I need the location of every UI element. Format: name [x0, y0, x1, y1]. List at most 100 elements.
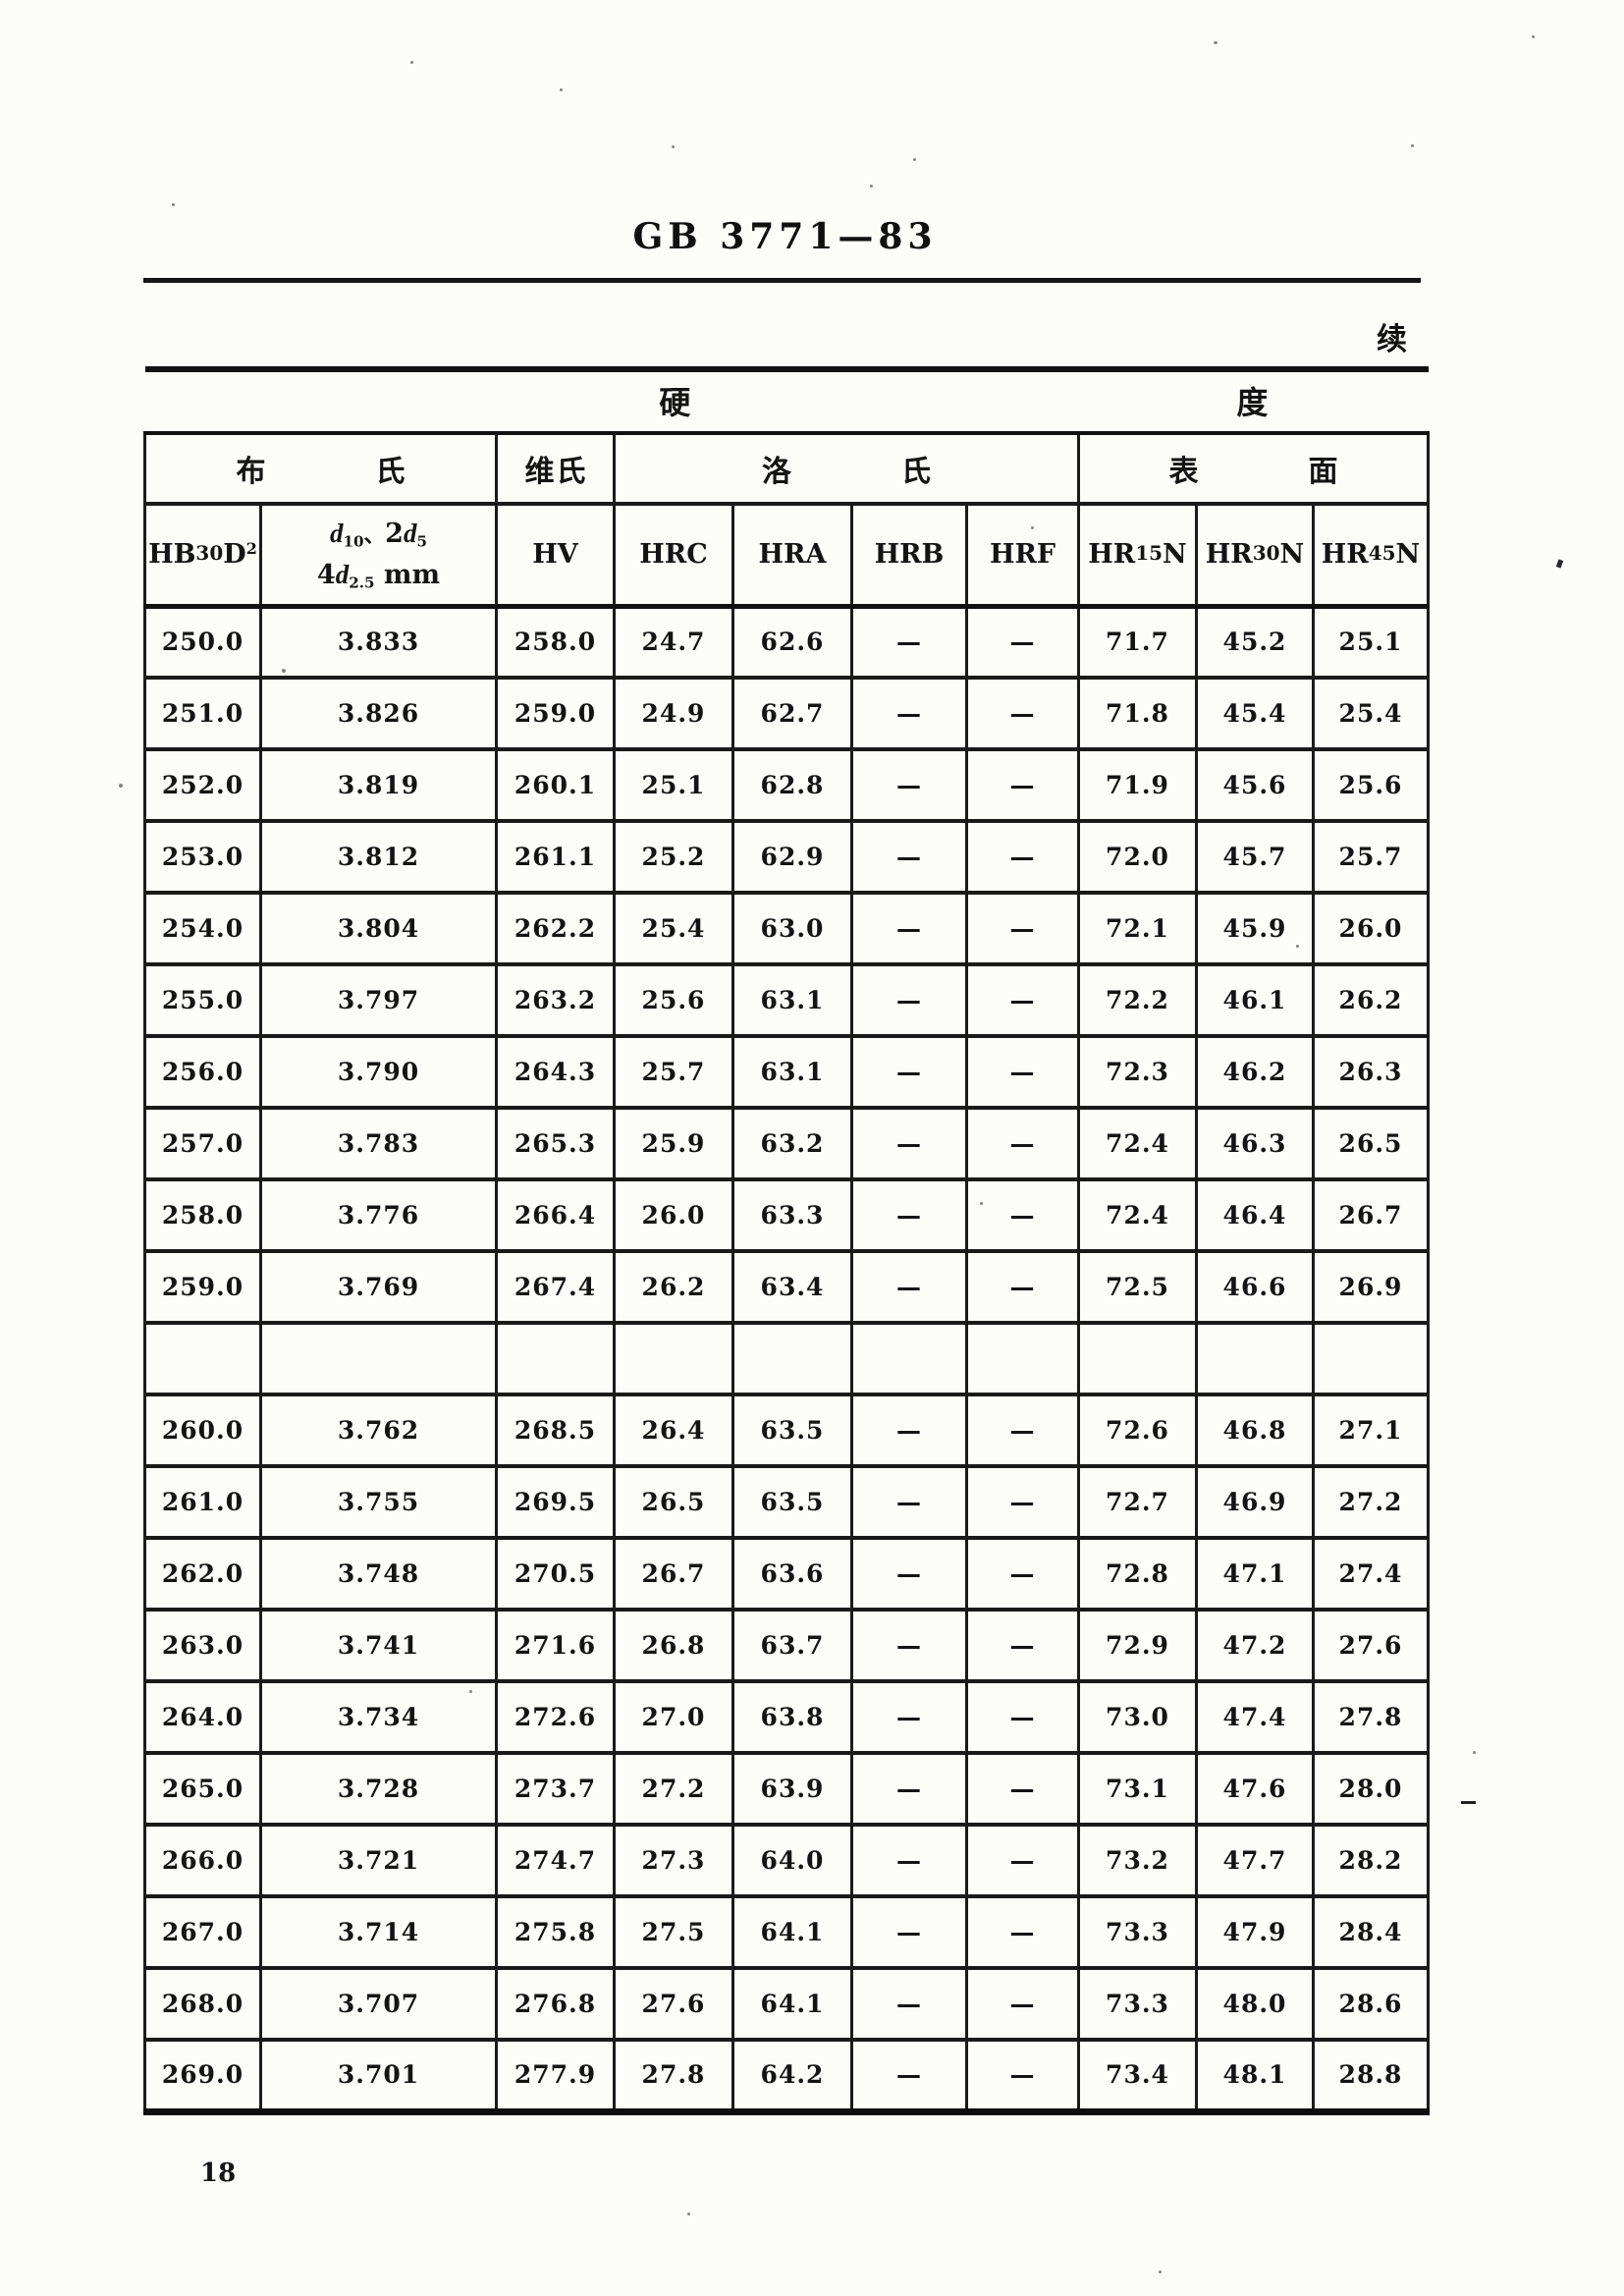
- table-cell: 261.0: [143, 1464, 262, 1540]
- table-cell: —: [850, 891, 968, 966]
- table-cell: 63.2: [731, 1106, 853, 1181]
- table-cell: —: [965, 1823, 1080, 1898]
- table-row: 259.0 3.769 267.4 26.2 63.4— —72.5 46.6 26.9: [143, 1249, 1430, 1325]
- column-header-hrb: HRB: [850, 502, 968, 609]
- table-cell: 46.1: [1195, 962, 1315, 1038]
- table-row: 255.0 3.797 263.2 25.6 63.1— —72.2 46.1 26.2: [143, 962, 1430, 1038]
- table-cell: 73.4: [1077, 2038, 1198, 2115]
- column-header-line: HRC: [616, 535, 731, 575]
- header-text-part: mm: [374, 559, 441, 590]
- table-cell: 62.8: [731, 747, 853, 823]
- table-cell: —: [965, 1034, 1080, 1110]
- table-cell: 25.1: [1312, 604, 1430, 680]
- table-cell: 260.1: [495, 747, 616, 823]
- table-cell: 72.4: [1077, 1106, 1198, 1181]
- table-cell: [850, 1321, 968, 1396]
- table-cell: 63.5: [731, 1464, 853, 1540]
- table-cell: 46.3: [1195, 1106, 1315, 1181]
- table-row: 264.0 3.734 272.6 27.0 63.8— —73.0 47.4 27.8: [143, 1679, 1430, 1755]
- table-cell: —: [850, 1393, 968, 1468]
- table-cell: 72.1: [1077, 891, 1198, 966]
- header-text-part: 15: [1135, 540, 1164, 565]
- table-cell: 25.4: [613, 891, 734, 966]
- table-cell: 26.0: [1312, 891, 1430, 966]
- scan-speck: [119, 784, 123, 788]
- header-text-part: d: [403, 519, 417, 549]
- table-cell: 264.3: [495, 1034, 616, 1110]
- table-cell: —: [850, 676, 968, 751]
- table-cell: —: [850, 1034, 968, 1110]
- method-header-row: 布氏维氏洛氏表面: [143, 431, 1430, 506]
- method-header-char: 氏: [901, 456, 931, 488]
- table-cell: 26.8: [613, 1608, 734, 1683]
- table-row: 262.0 3.748 270.5 26.7 63.6— —72.8 47.1 27.4: [143, 1536, 1430, 1612]
- table-cell: —: [850, 1106, 968, 1181]
- table-cell: 63.7: [731, 1608, 853, 1683]
- table-cell: 24.9: [613, 676, 734, 751]
- method-header-char: 表: [1168, 456, 1199, 488]
- table-cell: —: [965, 1249, 1080, 1325]
- scan-speck: [282, 669, 286, 673]
- table-cell: —: [965, 676, 1080, 751]
- column-header-indentation-diameter: d10、2d5 4d2.5 mm: [259, 502, 498, 609]
- table-cell: —: [965, 1393, 1080, 1468]
- table-cell: 3.748: [259, 1536, 498, 1612]
- table-cell: 26.0: [613, 1177, 734, 1253]
- table-cell: 72.2: [1077, 962, 1198, 1038]
- table-cell: 25.7: [613, 1034, 734, 1110]
- continued-label: 续: [1377, 322, 1407, 356]
- column-header-line: HRA: [734, 535, 850, 575]
- column-header-line: HR30N: [1198, 535, 1312, 575]
- table-cell: 3.721: [259, 1823, 498, 1898]
- column-header-hrc: HRC: [613, 502, 734, 609]
- table-cell: —: [965, 747, 1080, 823]
- table-cell: 25.6: [1312, 747, 1430, 823]
- table-cell: 28.6: [1312, 1966, 1430, 2042]
- table-cell: —: [850, 962, 968, 1038]
- table-cell: 46.6: [1195, 1249, 1315, 1325]
- table-cell: 63.1: [731, 1034, 853, 1110]
- table-row: 252.0 3.819 260.1 25.1 62.8— —71.9 45.6 25.6: [143, 747, 1430, 823]
- column-header-line: HV: [498, 535, 613, 575]
- table-cell: 267.4: [495, 1249, 616, 1325]
- scan-speck: [1031, 526, 1034, 529]
- table-cell: —: [965, 1894, 1080, 1970]
- table-cell: 258.0: [495, 604, 616, 680]
- table-cell: —: [850, 1536, 968, 1612]
- header-text-part: 5: [416, 532, 427, 551]
- method-header-brinell: 布氏: [143, 431, 498, 506]
- scan-speck: [913, 158, 916, 161]
- stray-mark-dash: [1461, 1801, 1476, 1804]
- table-cell: 71.8: [1077, 676, 1198, 751]
- column-header-hr30n: HR30N: [1195, 502, 1315, 609]
- table-row: 258.0 3.776 266.4 26.0 63.3— —72.4 46.4 26.7: [143, 1177, 1430, 1253]
- method-header-char: 洛: [762, 456, 791, 488]
- header-text-part: HB: [148, 538, 196, 570]
- method-header-vickers: 维氏: [495, 431, 616, 506]
- table-cell: 45.6: [1195, 747, 1315, 823]
- table-cell: 62.9: [731, 819, 853, 895]
- table-row: 257.0 3.783 265.3 25.9 63.2— —72.4 46.3 26.5: [143, 1106, 1430, 1181]
- table-cell: 46.8: [1195, 1393, 1315, 1468]
- table-cell: 24.7: [613, 604, 734, 680]
- table-cell: 26.7: [1312, 1177, 1430, 1253]
- column-header-line: HRB: [853, 535, 965, 575]
- scan-speck: [172, 203, 175, 206]
- column-header-hv: HV: [495, 502, 616, 609]
- header-text-part: 30: [195, 540, 224, 565]
- page-title: GB 3771—83: [632, 216, 938, 257]
- table-cell: —: [965, 819, 1080, 895]
- table-cell: 277.9: [495, 2038, 616, 2115]
- table-cell: 62.7: [731, 676, 853, 751]
- header-text-part: HRA: [758, 538, 827, 570]
- table-cell: 25.4: [1312, 676, 1430, 751]
- method-header-label: 布氏: [146, 447, 495, 490]
- table-cell: 27.4: [1312, 1536, 1430, 1612]
- header-text-part: HRC: [639, 538, 708, 570]
- table-cell: 3.755: [259, 1464, 498, 1540]
- table-cell: 27.6: [613, 1966, 734, 2042]
- column-header-line: HRF: [968, 535, 1077, 575]
- table-cell: 276.8: [495, 1966, 616, 2042]
- table-cell: 26.5: [1312, 1106, 1430, 1181]
- table-cell: 3.701: [259, 2038, 498, 2115]
